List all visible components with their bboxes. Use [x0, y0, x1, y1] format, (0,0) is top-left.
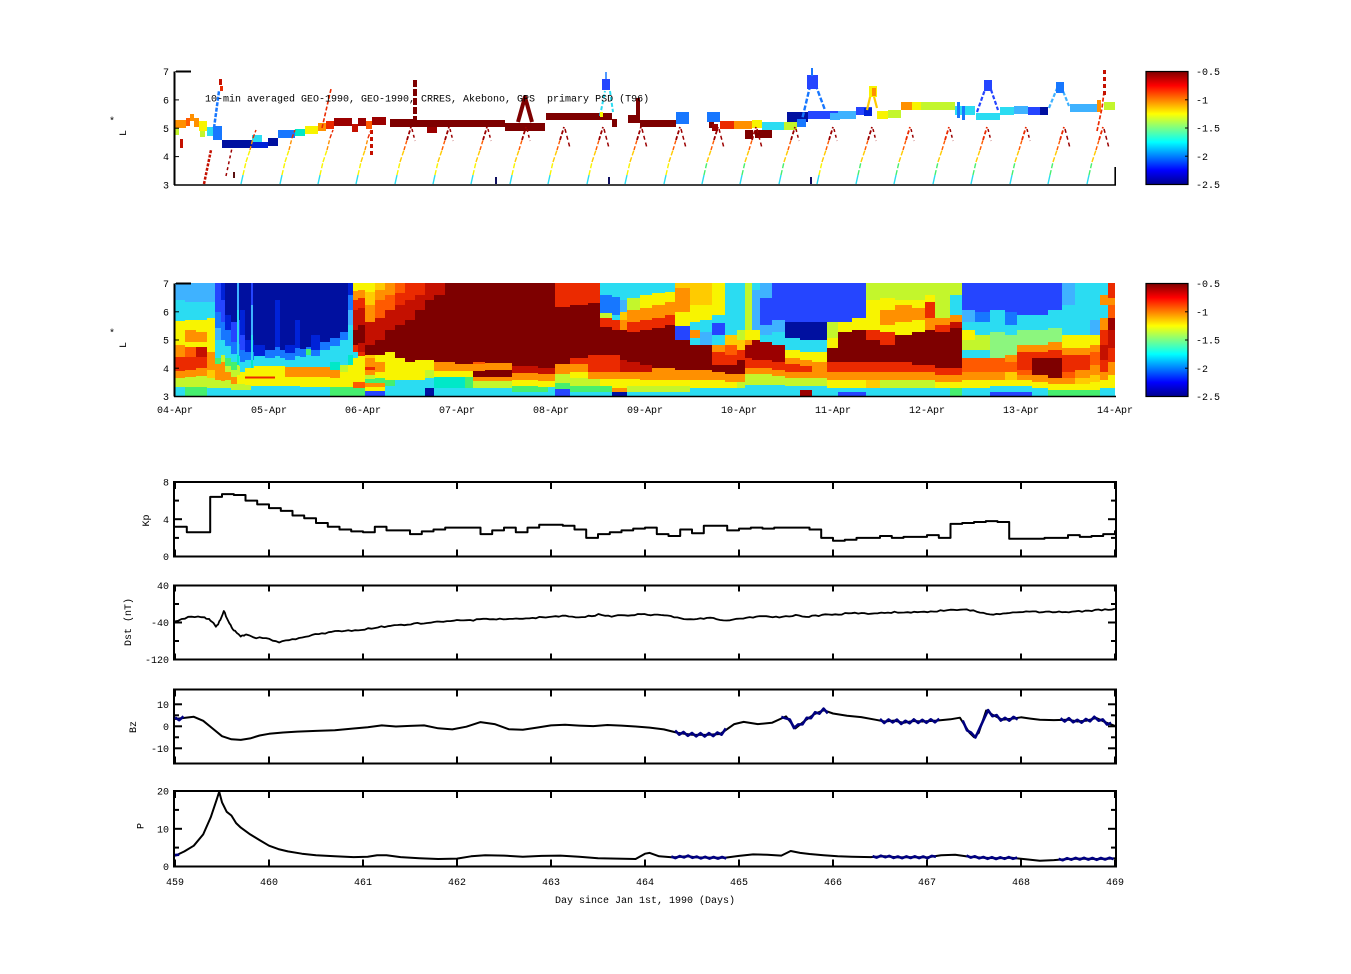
- svg-text:463: 463: [542, 878, 560, 889]
- svg-text:-1.5: -1.5: [1196, 337, 1220, 348]
- svg-text:0: 0: [163, 553, 169, 564]
- svg-text:10-Apr: 10-Apr: [721, 406, 757, 417]
- svg-text:*: *: [109, 116, 115, 128]
- svg-text:40: 40: [157, 582, 169, 593]
- svg-text:-10: -10: [151, 745, 169, 756]
- svg-text:7: 7: [163, 68, 169, 79]
- svg-text:460: 460: [260, 878, 278, 889]
- svg-text:04-Apr: 04-Apr: [157, 406, 193, 417]
- svg-text:467: 467: [918, 878, 936, 889]
- svg-text:469: 469: [1106, 878, 1124, 889]
- svg-text:10: 10: [157, 701, 169, 712]
- svg-text:09-Apr: 09-Apr: [627, 406, 663, 417]
- svg-text:464: 464: [636, 878, 654, 889]
- svg-text:L: L: [119, 130, 130, 136]
- svg-text:05-Apr: 05-Apr: [251, 406, 287, 417]
- svg-text:-2: -2: [1196, 153, 1208, 164]
- svg-text:4: 4: [163, 153, 169, 164]
- svg-text:07-Apr: 07-Apr: [439, 406, 475, 417]
- svg-text:3: 3: [163, 182, 169, 193]
- svg-text:4: 4: [163, 365, 169, 376]
- svg-text:-1.5: -1.5: [1196, 125, 1220, 136]
- svg-text:0: 0: [163, 723, 169, 734]
- svg-text:Kp: Kp: [142, 514, 153, 526]
- svg-text:-2: -2: [1196, 365, 1208, 376]
- svg-text:4: 4: [163, 516, 169, 527]
- svg-text:14-Apr: 14-Apr: [1097, 406, 1133, 417]
- svg-text:-1: -1: [1196, 308, 1208, 319]
- svg-text:P: P: [137, 823, 148, 829]
- svg-text:462: 462: [448, 878, 466, 889]
- svg-text:-2.5: -2.5: [1196, 181, 1220, 192]
- svg-text:8: 8: [163, 479, 169, 490]
- svg-text:Bz: Bz: [129, 721, 140, 733]
- svg-text:06-Apr: 06-Apr: [345, 406, 381, 417]
- svg-text:Day since Jan 1st, 1990 (Days): Day since Jan 1st, 1990 (Days): [555, 895, 735, 907]
- svg-text:465: 465: [730, 878, 748, 889]
- svg-text:-40: -40: [151, 619, 169, 630]
- svg-text:0: 0: [163, 863, 169, 874]
- svg-text:10-min averaged GEO-1990, GEO-: 10-min averaged GEO-1990, GEO-1990, CRRE…: [205, 94, 649, 106]
- svg-text:08-Apr: 08-Apr: [533, 406, 569, 417]
- svg-text:5: 5: [163, 125, 169, 136]
- svg-text:466: 466: [824, 878, 842, 889]
- svg-text:6: 6: [163, 308, 169, 319]
- svg-text:13-Apr: 13-Apr: [1003, 406, 1039, 417]
- svg-text:*: *: [109, 328, 115, 340]
- svg-text:459: 459: [166, 878, 184, 889]
- svg-text:-0.5: -0.5: [1196, 68, 1220, 79]
- svg-text:12-Apr: 12-Apr: [909, 406, 945, 417]
- svg-text:-120: -120: [145, 656, 169, 667]
- svg-text:Dst (nT): Dst (nT): [123, 598, 135, 646]
- svg-text:3: 3: [163, 393, 169, 404]
- svg-text:L: L: [119, 342, 130, 348]
- svg-text:5: 5: [163, 337, 169, 348]
- svg-text:10: 10: [157, 825, 169, 836]
- svg-text:461: 461: [354, 878, 372, 889]
- svg-text:7: 7: [163, 280, 169, 291]
- svg-text:-1: -1: [1196, 96, 1208, 107]
- svg-text:20: 20: [157, 788, 169, 799]
- svg-text:-2.5: -2.5: [1196, 393, 1220, 404]
- svg-text:6: 6: [163, 96, 169, 107]
- svg-text:-0.5: -0.5: [1196, 280, 1220, 291]
- svg-text:11-Apr: 11-Apr: [815, 406, 851, 417]
- svg-text:468: 468: [1012, 878, 1030, 889]
